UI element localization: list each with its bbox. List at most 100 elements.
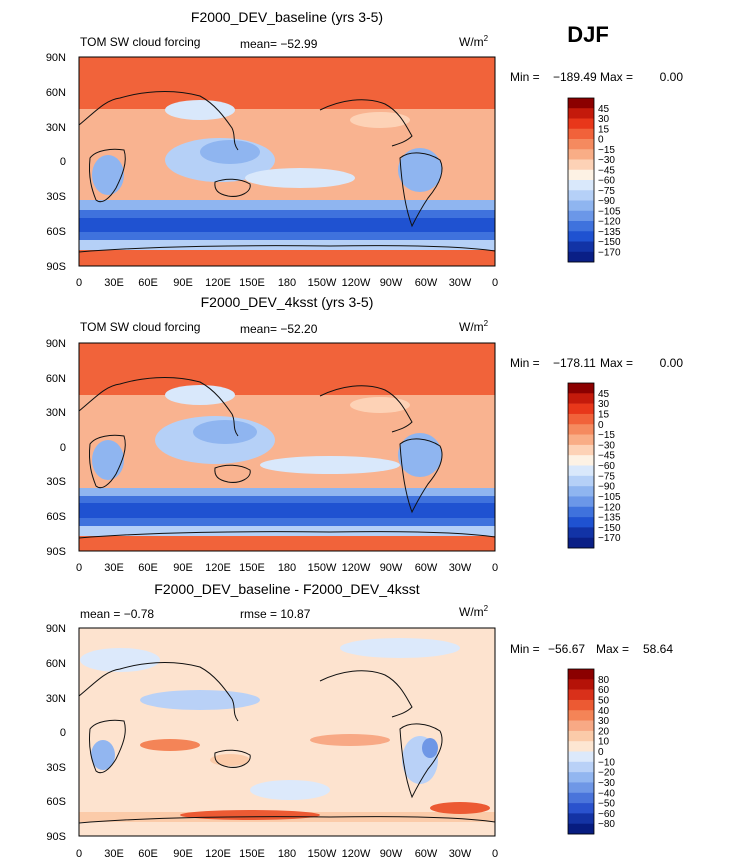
colorbar-swatch xyxy=(568,169,594,181)
colorbar-swatch xyxy=(568,710,594,721)
lon-axis: 0 30E 60E 90E 120E 150E 180 150W 120W 90… xyxy=(76,562,498,574)
lat-axis: 90N 60N 30N 0 30S 60S 90S xyxy=(46,623,66,843)
lat-tick-label: 30S xyxy=(46,762,66,774)
eurasia-coast xyxy=(79,377,239,437)
lat-axis: 90N 60N 30N 0 30S 60S 90S xyxy=(46,338,66,558)
colorbar-label: 10 xyxy=(598,737,610,748)
min-value: −56.67 xyxy=(548,642,585,656)
colorbar-label: 60 xyxy=(598,685,610,696)
colorbar-label: 30 xyxy=(598,716,610,727)
colorbar-label: 0 xyxy=(598,135,604,146)
colorbar-swatch xyxy=(568,465,594,477)
colorbar-label: −120 xyxy=(598,502,621,513)
colorbar-frame xyxy=(567,97,595,263)
lat-tick-label: 60N xyxy=(46,373,66,385)
amazon-strong-negative xyxy=(422,738,438,758)
lon-tick-label: 60E xyxy=(138,562,158,574)
lon-tick-label: 120W xyxy=(342,562,371,574)
lat-tick-label: 30N xyxy=(46,407,66,419)
northern-warm-band xyxy=(79,343,495,395)
colorbar-swatch xyxy=(568,180,594,191)
antarctica-field xyxy=(79,250,495,266)
nw-pacific-cloud xyxy=(165,385,235,405)
north-america-coast xyxy=(319,670,413,718)
lon-tick-label: 30W xyxy=(449,277,472,289)
antarctica-coast xyxy=(79,816,495,824)
colorbar-label: −15 xyxy=(598,430,615,441)
coastlines xyxy=(79,662,495,824)
rmse-label: rmse = 10.87 xyxy=(240,607,311,621)
units-label: W/m2 xyxy=(459,319,489,334)
warm-pool-cloud xyxy=(200,140,260,164)
diff-mean-label: mean = −0.78 xyxy=(80,607,154,621)
colorbar-swatch xyxy=(568,496,594,508)
colorbar-swatch xyxy=(568,444,594,456)
north-america-coast xyxy=(319,99,413,147)
na-storm-track xyxy=(350,397,410,413)
colorbar-label: 40 xyxy=(598,706,610,717)
colorbar-swatch xyxy=(568,669,594,680)
max-label: Max = xyxy=(600,70,633,84)
colorbar-label: 15 xyxy=(598,124,610,135)
max-value: 58.64 xyxy=(643,642,673,656)
colorbar-label: 50 xyxy=(598,695,610,706)
season-label: DJF xyxy=(567,22,609,47)
lon-tick-label: 120E xyxy=(205,277,231,289)
spcz-cloud xyxy=(245,168,355,188)
colorbar-swatch xyxy=(568,434,594,446)
lon-tick-label: 0 xyxy=(492,562,498,574)
colorbar-swatch xyxy=(568,231,594,242)
field-label: TOM SW cloud forcing xyxy=(80,35,200,49)
so-band-core xyxy=(79,503,495,518)
colorbar-label: −170 xyxy=(598,533,621,544)
colorbar-label: 0 xyxy=(598,747,604,758)
map-frame xyxy=(78,342,496,552)
colorbar-swatch xyxy=(568,139,594,150)
lat-tick-label: 0 xyxy=(60,727,66,739)
colorbar-label: 30 xyxy=(598,114,610,125)
colorbar-label: 30 xyxy=(598,399,610,410)
lat-tick-label: 60N xyxy=(46,658,66,670)
colorbar-swatch xyxy=(568,517,594,528)
colorbar-label: −105 xyxy=(598,206,621,217)
lon-tick-label: 30E xyxy=(104,277,124,289)
min-value: −178.11 xyxy=(553,356,596,370)
lon-tick-label: 120W xyxy=(342,277,371,289)
colorbar-label: −150 xyxy=(598,237,621,248)
colorbar-swatch xyxy=(568,506,594,518)
colorbar-swatch xyxy=(568,108,594,119)
colorbar-label: −30 xyxy=(598,155,615,166)
colorbar-label: −45 xyxy=(598,165,615,176)
lon-tick-label: 30E xyxy=(104,562,124,574)
colorbar-label: −60 xyxy=(598,461,615,472)
eurasia-coast xyxy=(79,662,239,722)
colorbar-label: −50 xyxy=(598,799,615,810)
colorbar-label: −135 xyxy=(598,227,621,238)
colorbar-label: −30 xyxy=(598,778,615,789)
africa-coast xyxy=(89,148,126,203)
colorbar-swatch xyxy=(568,149,594,160)
max-value: 0.00 xyxy=(660,356,684,370)
so-band-edge xyxy=(79,526,495,536)
max-value: 0.00 xyxy=(660,70,684,84)
colorbar-label: −10 xyxy=(598,757,615,768)
panel-title: F2000_DEV_baseline (yrs 3-5) xyxy=(191,9,383,25)
lon-tick-label: 150W xyxy=(308,277,337,289)
lon-tick-label: 150E xyxy=(239,562,265,574)
coastlines xyxy=(79,377,495,539)
lat-tick-label: 30N xyxy=(46,122,66,134)
antarctica-field xyxy=(79,536,495,551)
min-label: Min = xyxy=(510,642,540,656)
south-america-coast xyxy=(399,723,443,799)
colorbar-swatch xyxy=(568,128,594,140)
colorbar-label: 45 xyxy=(598,389,610,400)
lat-tick-label: 60S xyxy=(46,226,66,238)
colorbar-label: −75 xyxy=(598,471,615,482)
colorbar-label: −90 xyxy=(598,196,615,207)
lat-tick-label: 90N xyxy=(46,52,66,64)
africa-coast xyxy=(89,719,126,774)
lon-tick-label: 60W xyxy=(415,562,438,574)
lon-tick-label: 120E xyxy=(205,562,231,574)
lat-tick-label: 60N xyxy=(46,87,66,99)
colorbar-label: −40 xyxy=(598,788,615,799)
